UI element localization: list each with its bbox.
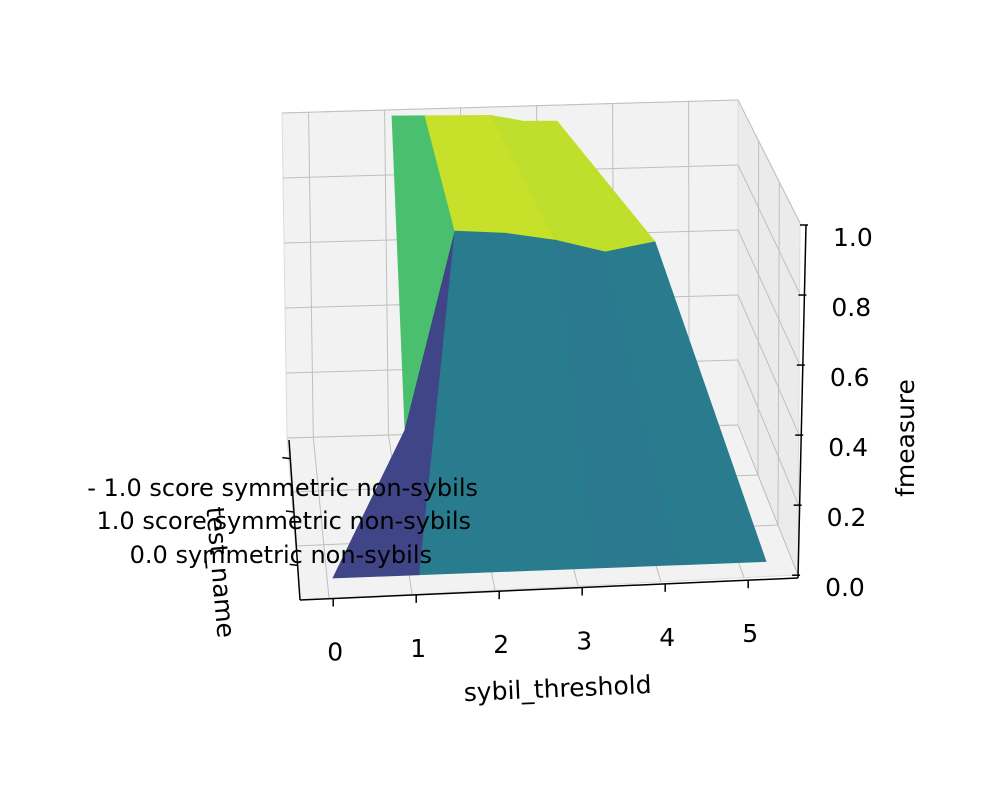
- y-tick: [289, 563, 298, 567]
- gridline: [737, 99, 801, 224]
- gridline: [308, 112, 314, 438]
- z-axis-label: fmeasure: [891, 379, 920, 497]
- gridline: [281, 99, 739, 114]
- z-tick-label: 0.6: [830, 363, 870, 392]
- gridline: [737, 229, 800, 365]
- axes: [288, 224, 807, 601]
- x-tick-label: 2: [493, 630, 509, 659]
- gridline: [737, 424, 799, 576]
- surface-mesh: [332, 114, 767, 579]
- x-tick-label: 1: [410, 634, 426, 663]
- y-category-labels: - 1.0 score symmetric non-sybils 1.0 scor…: [87, 456, 478, 569]
- y-axis-line: [288, 439, 301, 601]
- y-category-label: 0.0 symmetric non-sybils: [130, 541, 432, 569]
- gridline: [384, 110, 389, 436]
- y-category-label: 1.0 score symmetric non-sybils: [97, 507, 471, 535]
- x-tick-label: 5: [742, 619, 758, 648]
- gridline: [737, 164, 801, 294]
- y-tick: [285, 510, 295, 513]
- x-tick-label: 4: [659, 623, 675, 652]
- gridline: [777, 181, 780, 526]
- x-axis-label: sybil_threshold: [463, 670, 652, 707]
- gridline: [312, 437, 330, 599]
- x-tick-label: 0: [327, 638, 343, 667]
- x-ticks: 0 1 2 3 4 5: [327, 580, 758, 667]
- z-tick-label: 0.2: [827, 503, 867, 532]
- gridline: [737, 359, 799, 505]
- z-ticks: 0.0 0.2 0.4 0.6 0.8 1.0: [792, 223, 873, 602]
- x-axis-line: [299, 577, 799, 601]
- z-tick-label: 0.0: [825, 573, 865, 602]
- z-tick-label: 1.0: [833, 223, 873, 252]
- z-tick-label: 0.4: [828, 433, 868, 462]
- surface-face: [604, 241, 767, 566]
- x-tick-label: 3: [576, 627, 592, 656]
- z-tick-label: 0.8: [831, 293, 871, 322]
- y-tick: [282, 456, 291, 460]
- gridline: [757, 140, 760, 476]
- z-axis-line: [797, 224, 807, 579]
- gridline: [737, 294, 800, 435]
- y-category-label: - 1.0 score symmetric non-sybils: [87, 474, 478, 502]
